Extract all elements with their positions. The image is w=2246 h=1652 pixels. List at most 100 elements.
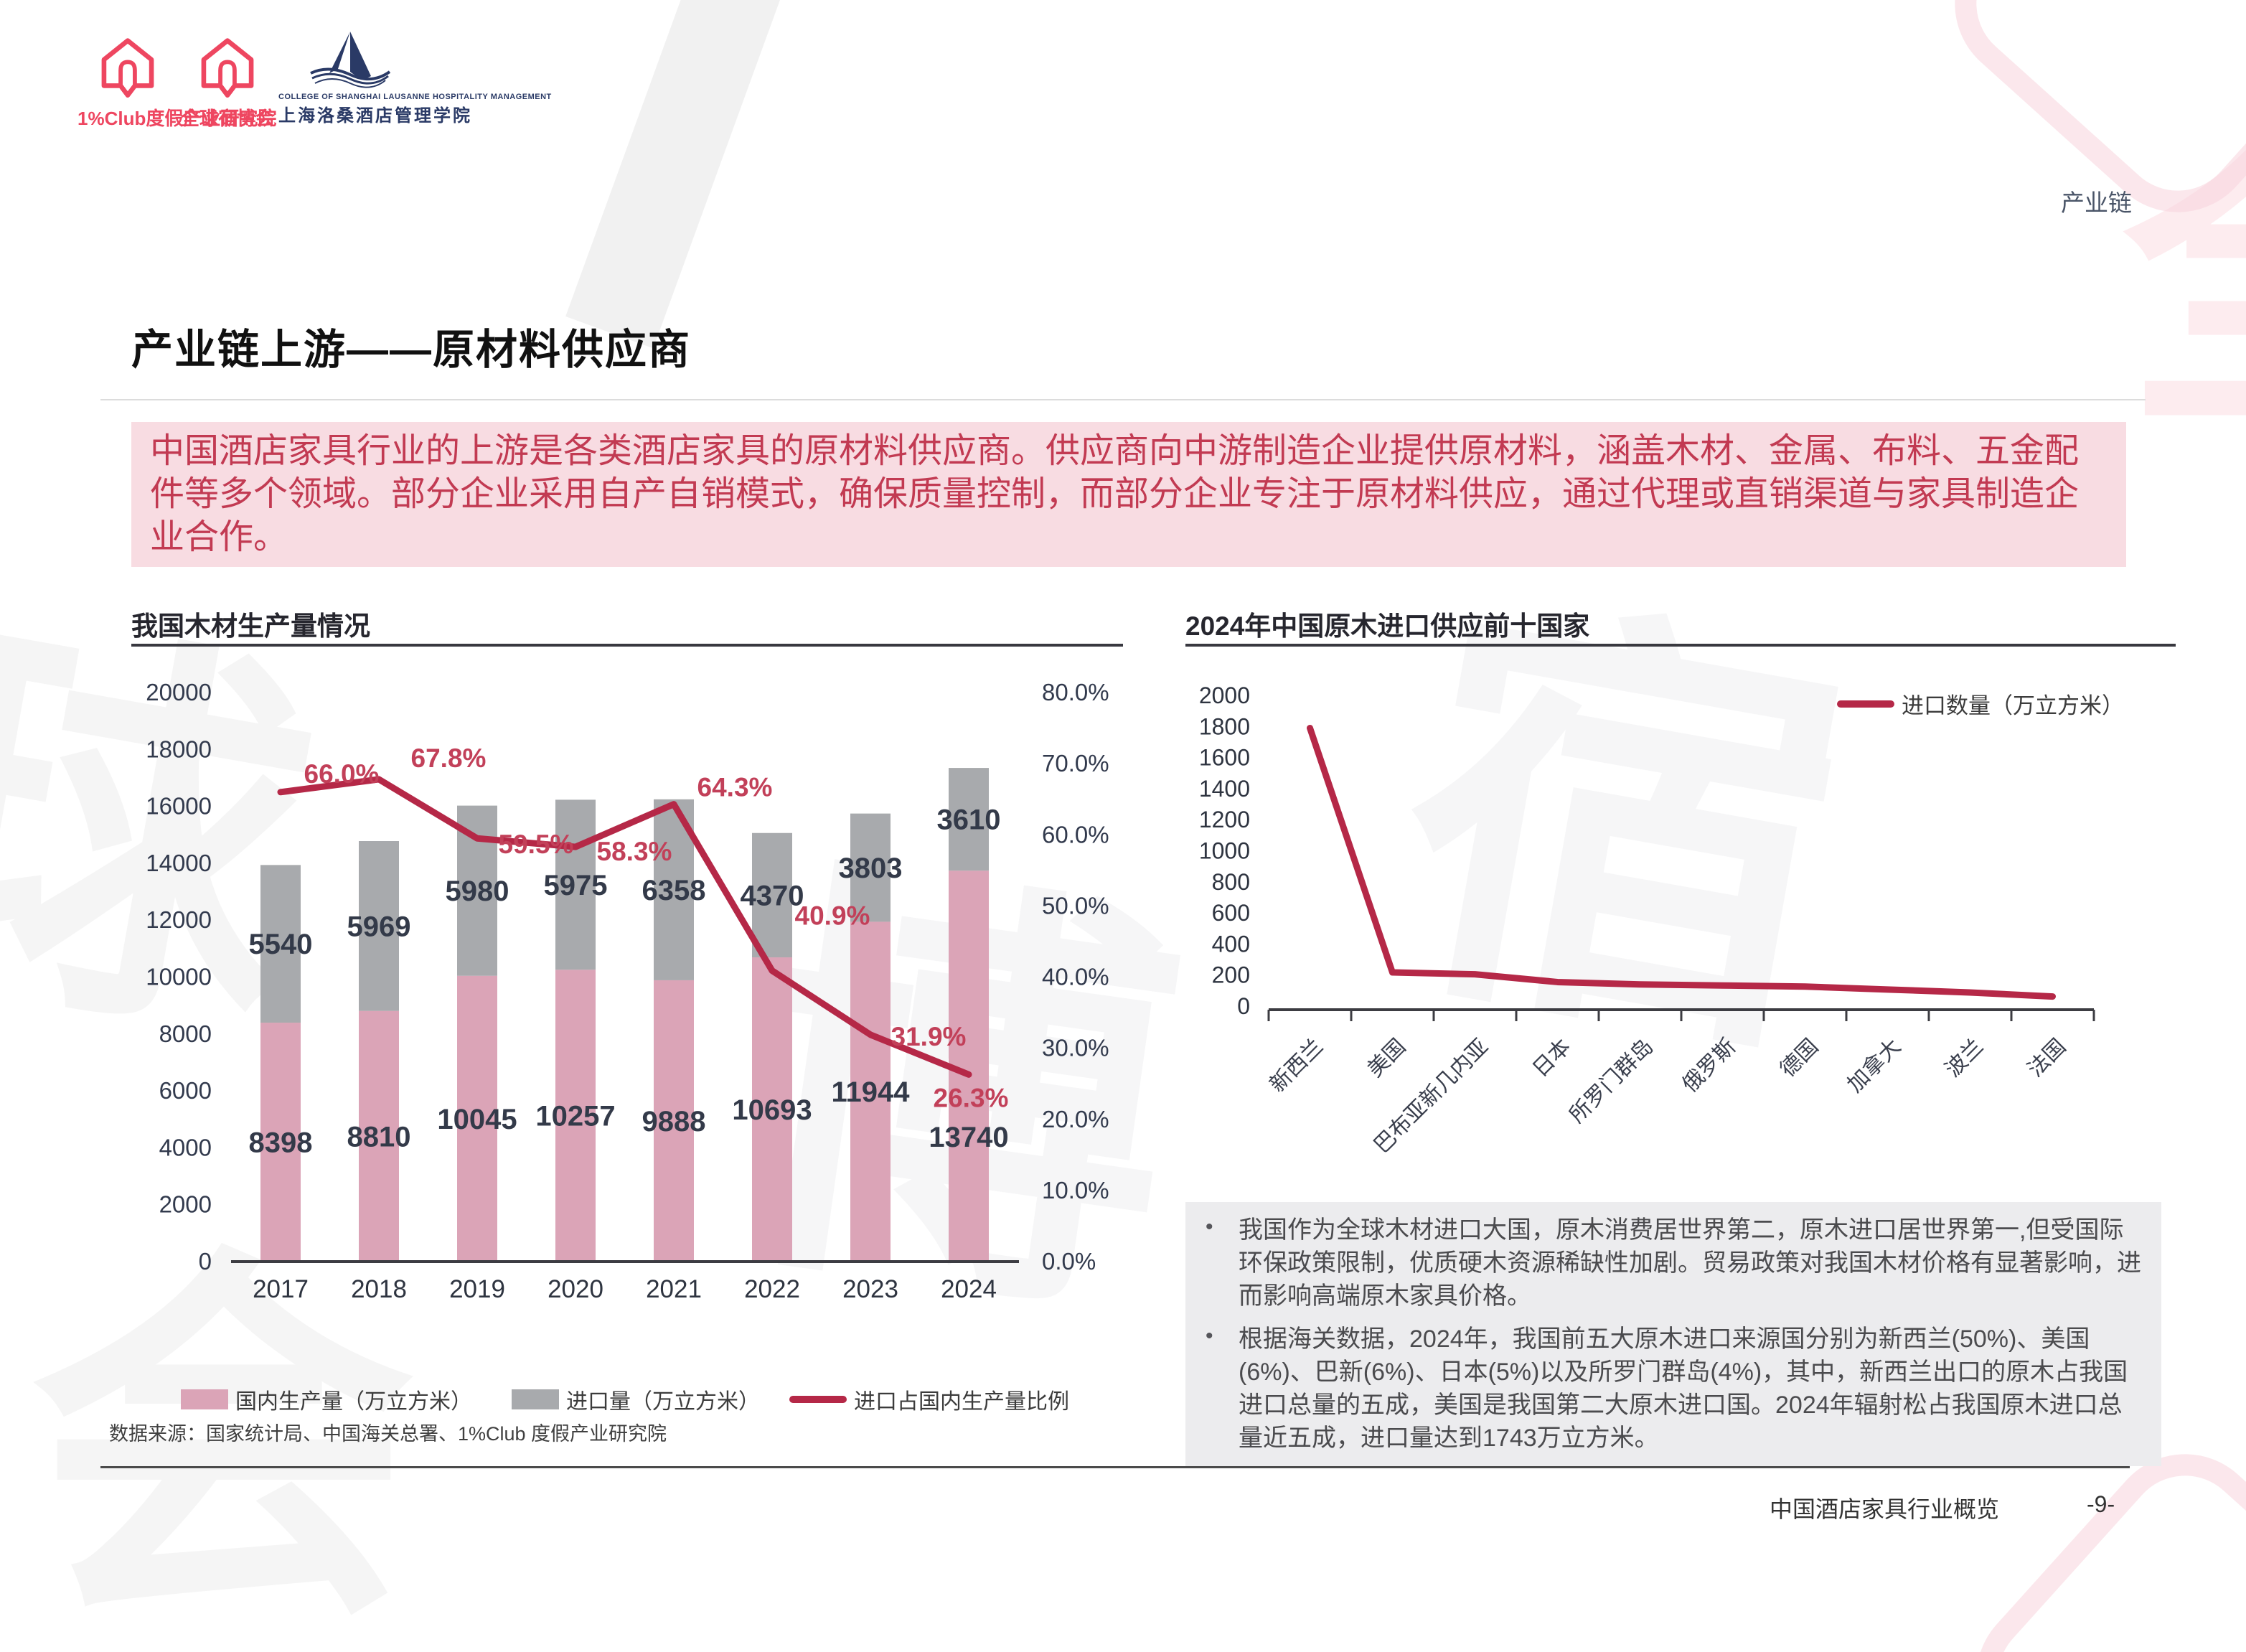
left-axis-tick-label: 20000 xyxy=(146,679,212,705)
right-chart-title: 2024年中国原木进口供应前十国家 xyxy=(1185,611,1590,641)
y-axis-tick-label: 0 xyxy=(1237,993,1250,1019)
legend-label: 国内生产量（万立方米） xyxy=(235,1390,472,1414)
house-bubble-icon xyxy=(201,38,254,98)
bar-value-label-import: 5969 xyxy=(347,911,411,942)
x-axis-year-label: 2023 xyxy=(842,1275,898,1303)
country-label: 俄罗斯 xyxy=(1678,1035,1740,1097)
bar-value-label-domestic: 11944 xyxy=(831,1076,910,1108)
right-axis-tick-label: 10.0% xyxy=(1042,1177,1109,1203)
right-axis-tick-label: 30.0% xyxy=(1042,1035,1109,1061)
y-axis-tick-label: 1800 xyxy=(1199,713,1250,739)
bar-segment-domestic xyxy=(850,921,891,1262)
bar-value-label-import: 5980 xyxy=(446,876,509,907)
note-item: • 根据海关数据，2024年，我国前五大原木进口来源国分别为新西兰(50%)、美… xyxy=(1206,1323,2141,1455)
bar-value-label-domestic: 9888 xyxy=(642,1106,706,1137)
footer-report-title: 中国酒店家具行业概览 xyxy=(1770,1496,2000,1522)
country-label: 法国 xyxy=(2024,1035,2071,1082)
note-text: 我国作为全球木材进口大国，原木消费居世界第二，原木进口居世界第一,但受国际环保政… xyxy=(1239,1216,2141,1310)
ratio-percent-label: 40.9% xyxy=(795,901,870,931)
bar-value-label-import: 3803 xyxy=(839,853,903,884)
logo-caption: 全球宿博会 xyxy=(181,108,275,129)
y-axis-tick-label: 1400 xyxy=(1199,776,1250,802)
right-axis-tick-label: 40.0% xyxy=(1042,964,1109,990)
right-axis-tick-label: 50.0% xyxy=(1042,892,1109,919)
legend-ratio: 进口占国内生产量比例 xyxy=(789,1384,1069,1415)
bar-value-label-domestic: 8810 xyxy=(347,1121,411,1153)
wood-production-chart: 0 2000 4000 6000 8000 10000 12000 14000 16000 180… xyxy=(146,679,1109,1303)
left-chart-title: 我国木材生产量情况 xyxy=(131,611,370,641)
bar-segment-import xyxy=(949,768,989,871)
data-source: 数据来源：国家统计局、中国海关总署、1%Club 度假产业研究院 xyxy=(109,1423,667,1445)
y-axis-tick-label: 1600 xyxy=(1199,745,1250,771)
left-axis-tick-label: 12000 xyxy=(146,906,212,933)
bar-segment-domestic xyxy=(752,957,792,1262)
y-axis-tick-label: 400 xyxy=(1212,931,1250,957)
ratio-percent-label: 66.0% xyxy=(304,759,380,789)
logo-caption: 1%Club度假产业研究院 xyxy=(77,108,277,129)
bar-value-label-domestic: 8398 xyxy=(249,1127,313,1159)
bar-segment-domestic xyxy=(260,1023,301,1262)
bar-value-label-domestic: 13740 xyxy=(929,1122,1008,1153)
x-axis-year-label: 2017 xyxy=(253,1275,309,1303)
bar-segment-import xyxy=(850,813,891,922)
right-chart-title-rule xyxy=(1185,644,2176,647)
bullet-icon: • xyxy=(1206,1324,1213,1348)
left-axis-tick-label: 18000 xyxy=(146,736,212,762)
country-label: 美国 xyxy=(1363,1035,1411,1082)
country-label: 加拿大 xyxy=(1843,1035,1905,1097)
note-item: • 我国作为全球木材进口大国，原木消费居世界第二，原木进口居世界第一,但受国际环… xyxy=(1206,1214,2141,1313)
ratio-percent-label: 67.8% xyxy=(411,743,487,773)
footer-divider xyxy=(100,1466,2130,1468)
college-name-en: COLLEGE OF SHANGHAI LAUSANNE HOSPITALITY… xyxy=(278,93,552,101)
right-axis-tick-label: 80.0% xyxy=(1042,679,1109,705)
left-axis-tick-label: 6000 xyxy=(159,1077,212,1104)
watermark-glyph: 全 xyxy=(2124,100,2246,445)
legend-swatch xyxy=(181,1389,228,1409)
footer-page-number: -9- xyxy=(2087,1491,2115,1517)
y-axis-tick-label: 1200 xyxy=(1199,807,1250,832)
right-axis-tick-label: 20.0% xyxy=(1042,1106,1109,1132)
bar-value-label-import: 5975 xyxy=(544,870,608,901)
bar-segment-import xyxy=(359,841,399,1011)
legend-label: 进口占国内生产量比例 xyxy=(854,1390,1069,1414)
left-axis-tick-label: 4000 xyxy=(159,1134,212,1160)
country-label: 波兰 xyxy=(1941,1035,1988,1082)
ratio-line xyxy=(277,776,972,1078)
left-axis-tick-label: 14000 xyxy=(146,850,212,876)
x-axis-year-label: 2021 xyxy=(646,1275,702,1303)
bar-segment-import xyxy=(260,865,301,1023)
section-tag: 产业链 xyxy=(2061,189,2132,216)
legend-import-volume: 进口数量（万立方米） xyxy=(1837,687,2124,720)
legend-swatch xyxy=(789,1396,847,1403)
x-axis-year-label: 2019 xyxy=(449,1275,505,1303)
bar-segment-import xyxy=(555,799,596,970)
legend-swatch xyxy=(1837,700,1894,708)
y-axis-tick-label: 2000 xyxy=(1199,682,1250,708)
college-name-cn: 上海洛桑酒店管理学院 xyxy=(278,106,472,126)
ratio-percent-label: 31.9% xyxy=(891,1022,967,1051)
country-label: 德国 xyxy=(1776,1035,1823,1082)
ratio-percent-label: 58.3% xyxy=(597,837,672,866)
bar-segment-domestic xyxy=(457,975,497,1262)
bar-segment-domestic xyxy=(555,970,596,1262)
bar-value-label-import: 6358 xyxy=(642,875,706,906)
logo-subohui: 全球宿博会 xyxy=(181,36,274,131)
logo-1pclub: 1%Club度假产业研究院 xyxy=(77,36,277,131)
ratio-percent-label: 26.3% xyxy=(934,1083,1009,1112)
note-text: 根据海关数据，2024年，我国前五大原木进口来源国分别为新西兰(50%)、美国(… xyxy=(1239,1325,2128,1452)
left-axis-tick-label: 8000 xyxy=(159,1020,212,1047)
bar-value-label-domestic: 10045 xyxy=(437,1104,517,1135)
country-label: 新西兰 xyxy=(1265,1035,1328,1097)
logo-college: COLLEGE OF SHANGHAI LAUSANNE HOSPITALITY… xyxy=(278,29,552,126)
legend-label: 进口量（万立方米） xyxy=(566,1390,760,1414)
page-title: 产业链上游——原材料供应商 xyxy=(131,327,692,373)
right-axis-tick-label: 0.0% xyxy=(1042,1248,1096,1275)
notes-panel: • 我国作为全球木材进口大国，原木消费居世界第二，原木进口居世界第一,但受国际环… xyxy=(1185,1202,2161,1466)
bar-value-label-import: 3610 xyxy=(937,804,1001,836)
left-axis-tick-label: 2000 xyxy=(159,1191,212,1218)
ratio-percent-label: 59.5% xyxy=(499,830,574,859)
log-import-countries-chart: 0 200 400 600 800 1000 1200 1400 1600 1800 2000 新西兰… xyxy=(1199,682,2095,1158)
bar-segment-import xyxy=(752,832,792,958)
bullet-icon: • xyxy=(1206,1215,1213,1239)
bar-value-label-import: 5540 xyxy=(249,929,313,960)
